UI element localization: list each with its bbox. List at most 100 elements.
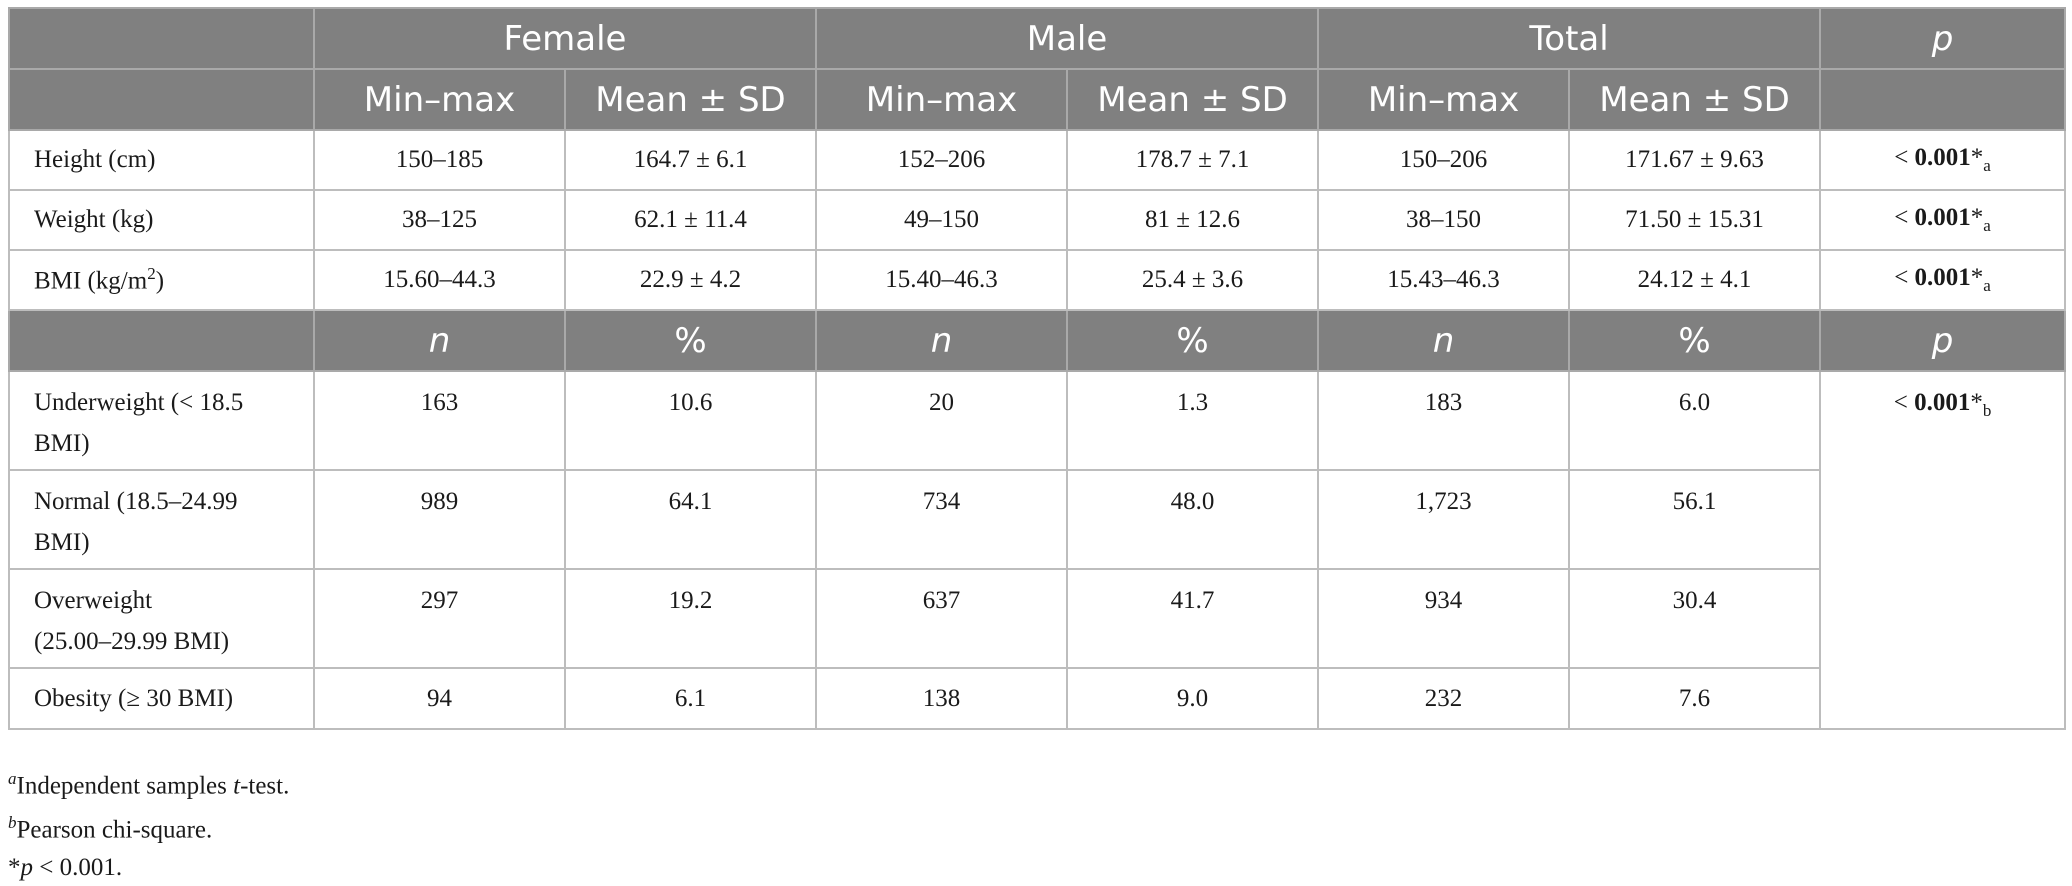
row-label-line1: Overweight <box>34 587 153 614</box>
p-value-cell: < 0.001*b <box>1819 370 2067 730</box>
row-label-normal: Normal (18.5–24.99 BMI) <box>8 469 315 570</box>
p-value: 0.001 <box>1914 204 1971 231</box>
table-row: BMI (kg/m2) 15.60–44.3 22.9 ± 4.2 15.40–… <box>8 249 2067 311</box>
subheader-total-mean: Mean ± SD <box>1568 68 1822 131</box>
table-row: Underweight (< 18.5 BMI) 163 10.6 20 1.3 … <box>8 370 2067 730</box>
subheader-blank-cell <box>8 68 315 131</box>
p-prefix: < <box>1894 204 1915 231</box>
row-label-line2: BMI) <box>34 430 90 457</box>
footnote-star: *p < 0.001. <box>8 849 289 886</box>
p-footnote-mark: a <box>1983 216 1991 235</box>
table-cell: 178.7 ± 7.1 <box>1065 129 1320 191</box>
count-header-blank <box>8 309 315 372</box>
table-cell: 64.1 <box>564 469 817 570</box>
count-header-row: n % n % n % p <box>8 309 2067 372</box>
table-cell: 7.6 <box>1568 667 1822 730</box>
table-cell: 15.40–46.3 <box>815 249 1068 311</box>
table-row: Weight (kg) 38–125 62.1 ± 11.4 49–150 81… <box>8 189 2067 251</box>
subheader-male-mean: Mean ± SD <box>1065 68 1320 131</box>
footnote-a-mark: a <box>8 769 17 788</box>
group-header-row: Female Male Total p <box>8 7 2067 70</box>
table-cell: 10.6 <box>564 370 817 471</box>
table-cell: 183 <box>1317 370 1571 471</box>
table-cell: 164.7 ± 6.1 <box>564 129 817 191</box>
p-footnote-mark: a <box>1983 156 1991 175</box>
row-label-underweight: Underweight (< 18.5 BMI) <box>8 370 315 471</box>
p-footnote-mark: a <box>1983 276 1991 295</box>
table-cell: 38–150 <box>1317 189 1571 251</box>
table-cell: 637 <box>815 568 1068 669</box>
table-cell: 56.1 <box>1568 469 1822 570</box>
count-header-total-n: n <box>1317 309 1571 372</box>
table-cell: 9.0 <box>1065 667 1320 730</box>
count-header-total-pct: % <box>1568 309 1822 372</box>
table-cell: 232 <box>1317 667 1571 730</box>
p-value-cell: < 0.001*a <box>1819 189 2067 251</box>
subheader-female-mean: Mean ± SD <box>564 68 817 131</box>
header-female: Female <box>313 7 817 70</box>
table-cell: 15.60–44.3 <box>313 249 566 311</box>
p-prefix: < <box>1894 264 1915 291</box>
footnote-star-text: < 0.001. <box>33 853 123 881</box>
subheader-female-minmax: Min–max <box>313 68 566 131</box>
footnote-a-text-end: -test. <box>240 772 290 800</box>
p-value: 0.001 <box>1914 144 1971 171</box>
table-cell: 150–185 <box>313 129 566 191</box>
row-label-line1: Normal (18.5–24.99 <box>34 488 238 515</box>
header-p: p <box>1819 7 2067 70</box>
row-label-line1: Underweight (< 18.5 <box>34 389 244 416</box>
footnote-a-t: t <box>233 772 241 800</box>
table-cell: 62.1 ± 11.4 <box>564 189 817 251</box>
table-cell: 6.1 <box>564 667 817 730</box>
footnote-star-p: p <box>20 853 34 881</box>
header-male: Male <box>814 7 1320 70</box>
table-cell: 38–125 <box>313 189 566 251</box>
bmi-label-close: ) <box>155 267 165 295</box>
table-cell: 49–150 <box>815 189 1068 251</box>
p-value: 0.001 <box>1914 389 1971 416</box>
subheader-total-minmax: Min–max <box>1317 68 1571 131</box>
bmi-label-superscript: 2 <box>147 264 156 284</box>
table-cell: 25.4 ± 3.6 <box>1065 249 1320 311</box>
table-cell: 22.9 ± 4.2 <box>564 249 817 311</box>
count-header-male-n: n <box>815 309 1068 372</box>
p-star: * <box>1970 144 1984 171</box>
row-label-line2: BMI) <box>34 529 90 556</box>
table-cell: 171.67 ± 9.63 <box>1568 129 1822 191</box>
header-total: Total <box>1317 7 1822 70</box>
table-cell: 1.3 <box>1065 370 1320 471</box>
table-cell: 163 <box>313 370 566 471</box>
count-header-male-pct: % <box>1065 309 1320 372</box>
table-cell: 48.0 <box>1065 469 1320 570</box>
table-row: Normal (18.5–24.99 BMI) 989 64.1 734 48.0… <box>8 469 2065 570</box>
table-cell: 150–206 <box>1317 129 1571 191</box>
table-row: Overweight (25.00–29.99 BMI) 297 19.2 637… <box>8 568 2065 669</box>
footnote-b-mark: b <box>8 813 17 833</box>
row-label-bmi: BMI (kg/m2) <box>8 249 315 311</box>
footnote-b: bPearson chi-square. <box>8 804 289 848</box>
p-value-cell: < 0.001*a <box>1819 129 2067 191</box>
statistics-table: Female Male Total p Min–max Mean ± SD Mi… <box>8 7 2067 730</box>
table-cell: 138 <box>815 667 1068 730</box>
p-star: * <box>1970 389 1983 416</box>
table-cell: 24.12 ± 4.1 <box>1568 249 1822 311</box>
p-footnote-mark: b <box>1982 401 1992 420</box>
table-cell: 152–206 <box>815 129 1068 191</box>
table-cell: 81 ± 12.6 <box>1065 189 1320 251</box>
table-row: Height (cm) 150–185 164.7 ± 6.1 152–206 … <box>8 129 2067 191</box>
row-label-height: Height (cm) <box>8 129 315 191</box>
subheader-male-minmax: Min–max <box>815 68 1068 131</box>
table-cell: 297 <box>313 568 566 669</box>
table-footnotes: aIndependent samples t-test. bPearson ch… <box>8 760 289 886</box>
table-cell: 19.2 <box>564 568 817 669</box>
count-header-female-pct: % <box>564 309 817 372</box>
p-prefix: < <box>1893 389 1915 416</box>
footnote-b-text: Pearson chi-square. <box>16 816 213 844</box>
table-cell: 41.7 <box>1065 568 1320 669</box>
count-header-p: p <box>1819 309 2067 372</box>
row-label-overweight: Overweight (25.00–29.99 BMI) <box>8 568 315 669</box>
table-cell: 20 <box>815 370 1068 471</box>
table-cell: 1,723 <box>1317 469 1571 570</box>
row-label-weight: Weight (kg) <box>8 189 315 251</box>
table-row: Obesity (≥ 30 BMI) 94 6.1 138 9.0 232 7.… <box>8 667 2065 730</box>
